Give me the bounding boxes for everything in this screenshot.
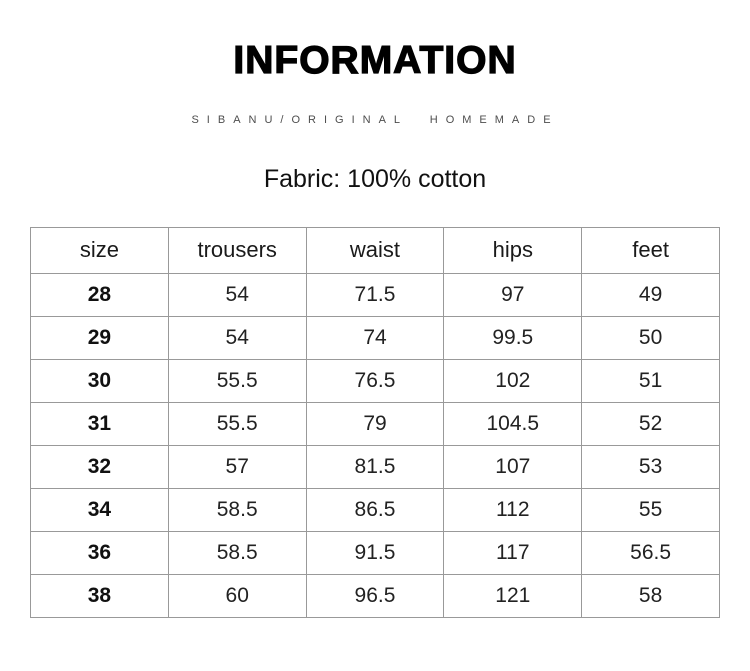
measurement-cell: 49 (581, 272, 720, 317)
measurement-cell: 71.5 (305, 272, 445, 317)
size-cell: 32 (30, 444, 169, 489)
size-cell: 38 (30, 573, 169, 618)
measurement-cell: 86.5 (305, 487, 445, 532)
measurement-cell: 51 (581, 358, 720, 403)
measurement-cell: 58 (581, 573, 720, 618)
measurement-cell: 50 (581, 315, 720, 360)
column-header: trousers (167, 226, 307, 274)
measurement-cell: 99.5 (443, 315, 583, 360)
measurement-cell: 58.5 (167, 530, 307, 575)
measurement-cell: 79 (305, 401, 445, 446)
table-row: 34 58.5 86.5 112 55 (30, 487, 720, 532)
measurement-cell: 104.5 (443, 401, 583, 446)
size-cell: 28 (30, 272, 169, 317)
table-row: 29 54 74 99.5 50 (30, 315, 720, 360)
table-row: 38 60 96.5 121 58 (30, 573, 720, 618)
page-title: INFORMATION (233, 38, 517, 82)
measurement-cell: 55.5 (167, 358, 307, 403)
measurement-cell: 58.5 (167, 487, 307, 532)
measurement-cell: 97 (443, 272, 583, 317)
measurement-cell: 55 (581, 487, 720, 532)
table-row: 31 55.5 79 104.5 52 (30, 401, 720, 446)
measurement-cell: 60 (167, 573, 307, 618)
measurement-cell: 54 (167, 315, 307, 360)
fabric-note: Fabric: 100% cotton (263, 164, 487, 193)
table-row: 32 57 81.5 107 53 (30, 444, 720, 489)
measurement-cell: 56.5 (581, 530, 720, 575)
column-header: feet (581, 226, 720, 274)
measurement-cell: 96.5 (305, 573, 445, 618)
column-header: size (30, 226, 169, 274)
size-cell: 31 (30, 401, 169, 446)
column-header: hips (443, 226, 583, 274)
size-chart-header-row: size trousers waist hips feet (30, 226, 720, 274)
brand-subtitle: SIBANU/ORIGINAL HOMEMADE (191, 113, 559, 126)
measurement-cell: 81.5 (305, 444, 445, 489)
measurement-cell: 55.5 (167, 401, 307, 446)
measurement-cell: 54 (167, 272, 307, 317)
measurement-cell: 52 (581, 401, 720, 446)
measurement-cell: 57 (167, 444, 307, 489)
column-header: waist (305, 226, 445, 274)
size-cell: 30 (30, 358, 169, 403)
size-cell: 36 (30, 530, 169, 575)
table-row: 28 54 71.5 97 49 (30, 272, 720, 317)
measurement-cell: 117 (443, 530, 583, 575)
measurement-cell: 74 (305, 315, 445, 360)
measurement-cell: 91.5 (305, 530, 445, 575)
measurement-cell: 112 (443, 487, 583, 532)
measurement-cell: 53 (581, 444, 720, 489)
size-cell: 29 (30, 315, 169, 360)
measurement-cell: 121 (443, 573, 583, 618)
size-chart-body: 28 54 71.5 97 49 29 54 74 99.5 50 30 55.5 76.5 102 51 3… (30, 272, 720, 618)
measurement-cell: 102 (443, 358, 583, 403)
table-row: 36 58.5 91.5 117 56.5 (30, 530, 720, 575)
size-chart-table: size trousers waist hips feet 28 54 71.5 97 49 29… (30, 226, 720, 618)
measurement-cell: 76.5 (305, 358, 445, 403)
measurement-cell: 107 (443, 444, 583, 489)
size-chart-head: size trousers waist hips feet (30, 226, 720, 274)
size-cell: 34 (30, 487, 169, 532)
table-row: 30 55.5 76.5 102 51 (30, 358, 720, 403)
